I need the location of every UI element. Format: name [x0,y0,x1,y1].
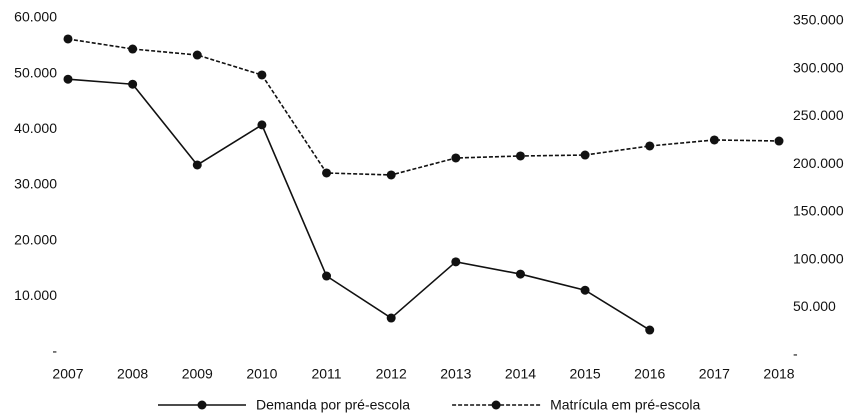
y-tick-label: 20.000 [14,231,57,247]
x-tick-label: 2009 [182,366,213,382]
y2-tick-label: 50.000 [793,298,836,314]
point [645,141,655,151]
point [322,168,332,178]
point [451,257,461,267]
point [192,50,202,60]
y2-tick-label: 350.000 [793,12,844,28]
point [515,151,525,161]
x-tick-label: 2007 [52,366,83,382]
x-tick-label: 2012 [376,366,407,382]
point [192,160,202,170]
y2-tick-label: 200.000 [793,155,844,171]
point [645,325,655,335]
point [386,170,396,180]
y2-tick-label: 250.000 [793,107,844,123]
y-tick-label: - [52,343,57,359]
point [774,136,784,146]
point [63,74,73,84]
y-tick-label: 60.000 [14,9,57,25]
legend-marker [491,400,501,410]
point [128,44,138,54]
y2-tick-label: - [793,346,798,362]
x-tick-label: 2013 [440,366,471,382]
point [257,120,267,130]
point [580,285,590,295]
x-tick-label: 2014 [505,366,536,382]
x-tick-label: 2016 [634,366,665,382]
point [580,150,590,160]
x-tick-label: 2018 [763,366,794,382]
series-line [67,38,780,176]
point [322,271,332,281]
point [515,269,525,279]
point [709,135,719,145]
y-tick-label: 10.000 [14,287,57,303]
y2-tick-label: 100.000 [793,250,844,266]
point [386,313,396,323]
point [451,153,461,163]
x-tick-label: 2010 [246,366,277,382]
point [257,70,267,80]
legend-label: Matrícula em pré-escola [550,397,700,413]
x-tick-label: 2015 [570,366,601,382]
x-tick-label: 2011 [311,366,341,382]
point [128,79,138,89]
legend-label: Demanda por pré-escola [256,397,410,413]
y-tick-label: 40.000 [14,120,57,136]
x-tick-label: 2008 [117,366,148,382]
point [63,34,73,44]
y-tick-label: 30.000 [14,176,57,192]
y-tick-label: 50.000 [14,64,57,80]
y2-tick-label: 300.000 [793,59,844,75]
legend-marker [197,400,207,410]
y2-tick-label: 150.000 [793,203,844,219]
x-tick-label: 2017 [699,366,730,382]
series-line [67,78,651,331]
